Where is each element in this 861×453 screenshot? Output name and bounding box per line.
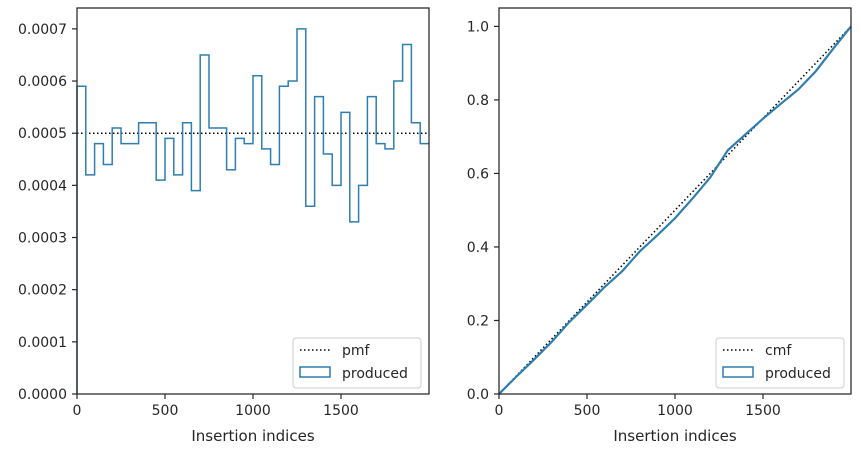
right-y-tick-label: 0.2 (467, 313, 489, 329)
left-legend-produced-label: produced (342, 366, 408, 382)
right-x-axis-label: Insertion indices (613, 427, 736, 445)
left-x-ticks: 0 500 1000 1500 (73, 394, 359, 419)
right-chart: 0.0 0.2 0.4 0.6 0.8 1.0 0 500 1000 1500 Insertio… (467, 7, 852, 445)
left-series-produced (76, 28, 429, 394)
right-x-tick-label: 0 (495, 403, 504, 419)
left-y-tick-label: 0.0006 (18, 74, 67, 90)
left-legend-pmf-label: pmf (342, 343, 371, 359)
left-plot-frame (76, 7, 430, 395)
left-y-tick-label: 0.0004 (18, 178, 67, 194)
right-series-cmf (498, 25, 852, 395)
left-y-tick-label: 0.0001 (18, 335, 67, 351)
right-y-ticks: 0.0 0.2 0.4 0.6 0.8 1.0 (467, 19, 499, 403)
right-y-tick-label: 1.0 (467, 19, 489, 35)
left-y-tick-label: 0.0005 (18, 126, 67, 142)
right-y-tick-label: 0.6 (467, 166, 489, 182)
left-x-tick-label: 0 (73, 403, 82, 419)
right-x-tick-label: 500 (574, 403, 601, 419)
left-plot-series (76, 28, 429, 394)
right-legend-cmf-label: cmf (765, 343, 792, 359)
right-legend-produced-label: produced (765, 366, 831, 382)
left-y-tick-label: 0.0007 (18, 22, 67, 38)
left-y-tick-label: 0.0003 (18, 231, 67, 247)
right-legend-produced-swatch (722, 366, 754, 378)
right-plot-frame (498, 7, 852, 395)
left-legend: pmf produced (292, 337, 422, 389)
left-y-tick-label: 0.0002 (18, 283, 67, 299)
left-y-tick-label: 0.0000 (18, 387, 67, 403)
right-series-produced (498, 25, 852, 395)
left-x-tick-label: 500 (152, 403, 179, 419)
right-plot-series (498, 25, 852, 395)
right-y-tick-label: 0.0 (467, 387, 489, 403)
right-x-tick-label: 1500 (745, 403, 781, 419)
left-chart: 0.0000 0.0001 0.0002 0.0003 0.0004 0.0005 0.00… (18, 7, 430, 445)
right-legend: cmf produced (715, 337, 845, 389)
left-x-tick-label: 1500 (323, 403, 359, 419)
left-legend-produced-swatch (299, 366, 331, 378)
right-y-tick-label: 0.4 (467, 240, 489, 256)
left-x-tick-label: 1000 (235, 403, 271, 419)
right-x-tick-label: 1000 (657, 403, 693, 419)
right-x-ticks: 0 500 1000 1500 (495, 394, 781, 419)
left-x-axis-label: Insertion indices (191, 427, 314, 445)
right-y-tick-label: 0.8 (467, 93, 489, 109)
left-y-ticks: 0.0000 0.0001 0.0002 0.0003 0.0004 0.0005 0.00… (18, 22, 77, 403)
